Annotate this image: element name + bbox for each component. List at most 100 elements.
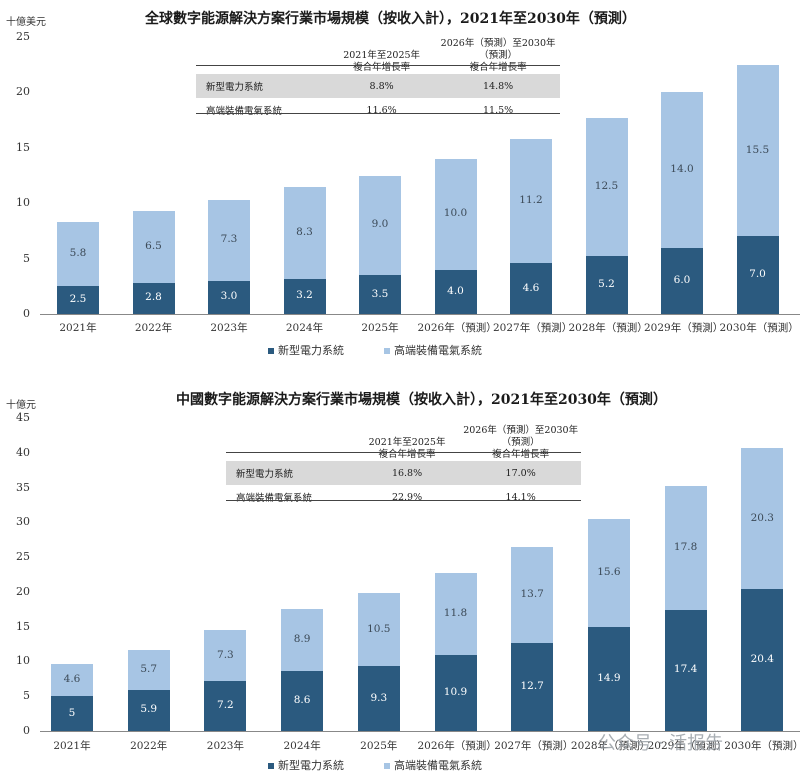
chart2-bar-high-end-equipment	[434, 573, 477, 656]
chart2-x-tick-label: 2026年（預測）	[417, 740, 497, 752]
chart1-y-tick-label: 25	[16, 30, 30, 43]
chart1-cagr-value: 11.5%	[483, 104, 514, 116]
chart1-data-label-high-end-equipment: 8.3	[296, 225, 313, 238]
chart2-bar-high-end-equipment	[587, 518, 630, 628]
chart1-data-label-high-end-equipment: 11.2	[519, 193, 543, 206]
chart1-x-tick-label: 2022年	[134, 322, 173, 334]
chart1-legend-item: 高端裝備電氣系統	[384, 344, 482, 357]
chart1-data-label-new-power-system: 4.0	[447, 284, 464, 297]
chart2-cagr-rule	[226, 500, 581, 501]
chart2-data-label-new-power-system: 5	[68, 706, 76, 719]
chart2-cagr-rule	[226, 452, 581, 453]
chart1-x-tick-label: 2028年（預測）	[568, 322, 648, 334]
chart1-cagr-rule	[196, 65, 560, 66]
chart2-cagr-table: 2021年至2025年 複合年增長率 2026年（預測）至2030年（預測） 複合年增…	[226, 425, 581, 509]
chart1-bar-new-power-system	[57, 286, 99, 314]
chart1-unit-label: 十億美元	[6, 17, 46, 28]
chart1-bar-high-end-equipment	[585, 117, 628, 257]
chart1-bar-new-power-system	[283, 278, 326, 314]
chart1-x-tick-label: 2025年	[361, 322, 399, 334]
chart2-bar-new-power-system	[587, 627, 630, 731]
chart2-bar-new-power-system	[357, 666, 400, 731]
chart2-x-tick-label: 2030年（預測）	[724, 740, 804, 752]
chart2-cagr-row-label: 高端裝備電氣系統	[236, 493, 313, 504]
chart1-bar-high-end-equipment	[283, 186, 326, 279]
chart1-legend-label: 高端裝備電氣系統	[394, 344, 482, 357]
chart2-x-tick-label: 2021年	[53, 740, 91, 752]
chart1-x-axis-line	[40, 314, 800, 315]
chart1-bar-high-end-equipment	[434, 158, 477, 270]
chart1-bar-new-power-system	[359, 275, 401, 314]
chart2-data-label-new-power-system: 5.9	[140, 703, 158, 716]
chart1-cagr-row: 新型電力系統 8.8% 14.8%	[196, 74, 560, 98]
chart2-cagr-value: 14.1%	[505, 491, 536, 503]
chart1-data-label-new-power-system: 2.5	[69, 293, 87, 306]
chart2-y-tick-label: 35	[16, 480, 30, 494]
chart1-x-tick-label: 2029年（預測）	[644, 322, 724, 334]
chart1-cagr-value: 8.8%	[369, 80, 394, 92]
chart2-unit-label: 十億元	[6, 400, 36, 411]
chart1-data-label-new-power-system: 3.2	[296, 289, 313, 302]
chart1-legend-item: 新型電力系統	[268, 344, 344, 357]
chart1-bar-high-end-equipment	[661, 92, 703, 248]
chart2-bar-high-end-equipment	[204, 630, 247, 681]
chart2-y-tick-label: 40	[16, 445, 30, 459]
chart2-cagr-value: 17.0%	[505, 467, 536, 479]
chart2-legend-item: 新型電力系統	[268, 759, 344, 772]
chart1-y-tick-label: 0	[23, 307, 30, 320]
chart1-cagr-header: 2026年（預測）至2030年（預測） 複合年增長率	[440, 38, 556, 73]
chart2-bar-high-end-equipment	[664, 486, 707, 610]
chart2-data-label-new-power-system: 14.9	[597, 672, 621, 685]
chart2-data-label-high-end-equipment: 7.3	[217, 648, 234, 661]
chart1-legend-swatch	[384, 348, 390, 354]
chart1-data-label-high-end-equipment: 14.0	[670, 162, 694, 175]
chart2-bar-new-power-system	[434, 655, 477, 731]
chart1-cagr-row-label: 高端裝備電氣系統	[206, 106, 283, 117]
chart1-y-tick-label: 15	[16, 140, 30, 154]
chart2-x-tick-label: 2023年	[206, 740, 244, 752]
chart1-data-label-high-end-equipment: 5.8	[69, 247, 87, 260]
chart2-legend-label: 高端裝備電氣系統	[394, 759, 482, 772]
chart1-bar-new-power-system	[132, 282, 175, 314]
chart2-y-tick-label: 20	[16, 584, 30, 598]
chart1-bar-new-power-system	[661, 247, 703, 314]
chart1-bar-new-power-system	[736, 236, 779, 314]
chart2-cagr-row: 高端裝備電氣系統 22.9% 14.1%	[226, 485, 581, 509]
chart2-data-label-high-end-equipment: 5.7	[140, 663, 158, 676]
chart1-bar-high-end-equipment	[208, 199, 250, 281]
chart1-x-tick-label: 2023年	[210, 322, 248, 334]
chart2-legend-swatch	[268, 763, 274, 769]
chart1-x-tick-label: 2030年（預測）	[719, 322, 799, 334]
chart1-cagr-header: 2021年至2025年 複合年增長率	[343, 50, 421, 73]
chart1-cagr-header-row: 2021年至2025年 複合年增長率 2026年（預測）至2030年（預測） 複合年增…	[196, 38, 560, 74]
chart1-data-label-new-power-system: 7.0	[749, 268, 766, 281]
chart2-data-label-new-power-system: 17.4	[673, 663, 698, 676]
chart2-y-tick-label: 25	[16, 550, 30, 564]
chart2-data-label-high-end-equipment: 11.8	[443, 607, 468, 620]
chart2-bar-high-end-equipment	[741, 447, 784, 590]
chart1-x-tick-label: 2024年	[285, 322, 324, 334]
chart2-x-tick-label: 2027年（預測）	[494, 740, 574, 752]
chart1-data-label-high-end-equipment: 10.0	[443, 207, 468, 220]
chart2-bar-high-end-equipment	[511, 547, 554, 643]
chart2-bar-new-power-system	[511, 642, 554, 731]
chart1-bar-high-end-equipment	[359, 175, 401, 276]
chart1-y-tick-label: 5	[23, 251, 30, 265]
chart2-cagr-header-row: 2021年至2025年 複合年增長率 2026年（預測）至2030年（預測） 複合年增…	[226, 425, 581, 461]
chart2-data-label-high-end-equipment: 4.6	[63, 673, 81, 686]
chart2-bar-new-power-system	[664, 609, 707, 731]
chart1-bar-high-end-equipment	[736, 64, 779, 237]
chart1-bar-high-end-equipment	[57, 222, 99, 287]
chart1-data-label-new-power-system: 3.0	[220, 290, 238, 303]
chart1-cagr-row-label: 新型電力系統	[206, 82, 264, 93]
chart2-cagr-value: 16.8%	[391, 467, 423, 479]
chart2-bar-high-end-equipment	[127, 650, 170, 690]
chart2-x-tick-label: 2024年	[283, 740, 321, 752]
chart2-y-tick-label: 30	[16, 515, 30, 529]
chart2-legend-label: 新型電力系統	[278, 759, 344, 772]
chart1-y-tick-label: 10	[16, 196, 30, 210]
chart2-data-label-new-power-system: 7.2	[217, 698, 234, 711]
chart1-cagr-row: 高端裝備電氣系統 11.6% 11.5%	[196, 98, 560, 122]
chart2-data-label-new-power-system: 8.6	[293, 694, 311, 707]
